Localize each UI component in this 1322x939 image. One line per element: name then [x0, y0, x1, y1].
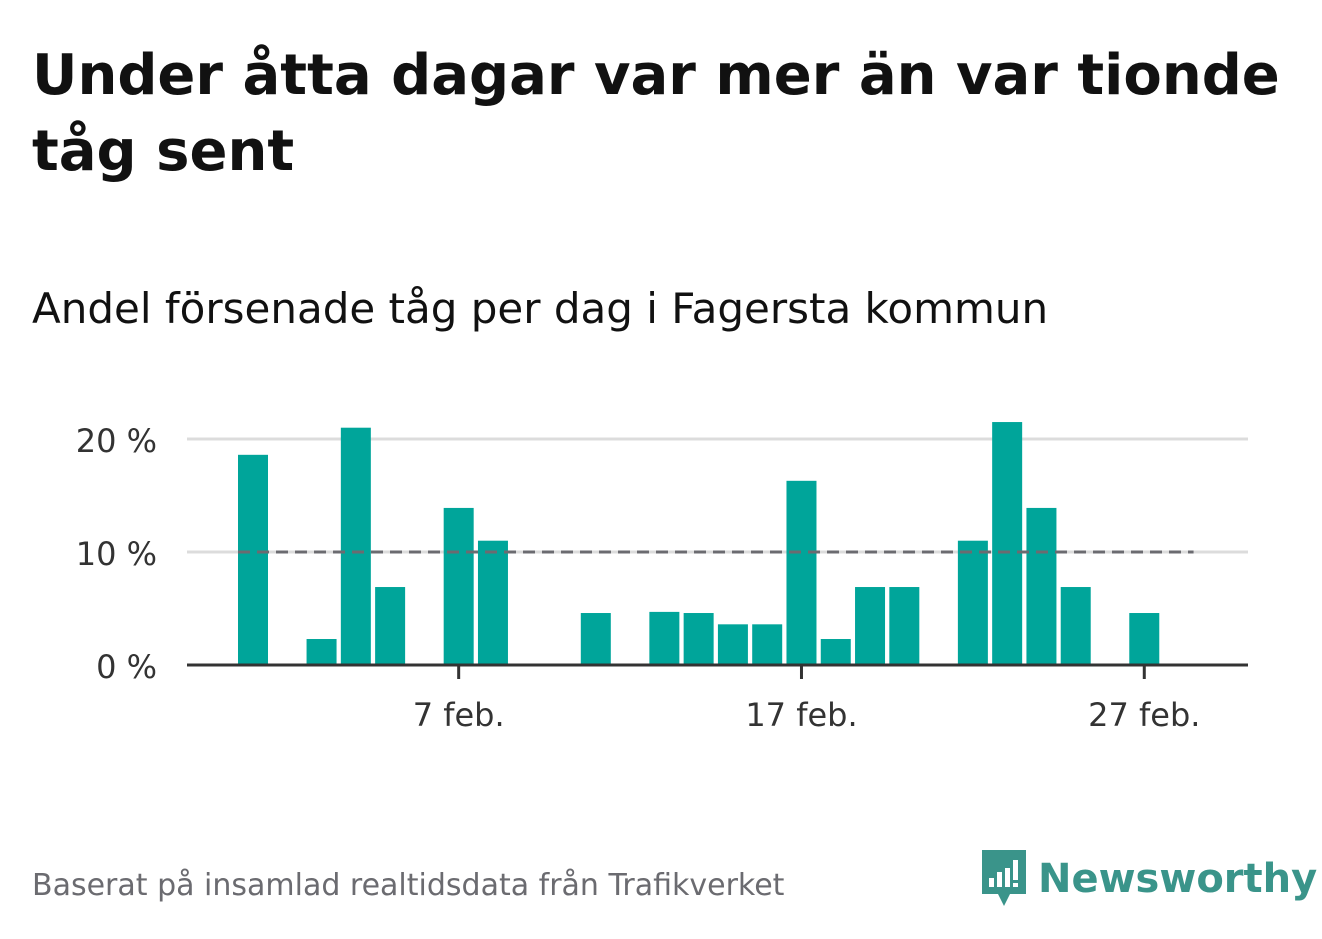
chart-title: Under åtta dagar var mer än var tionde t…	[32, 43, 1280, 184]
bar-chart: 0 % 10 % 20 % 7 feb. 17 feb. 27 feb.	[76, 422, 1248, 734]
bar	[717, 624, 748, 665]
bar	[238, 454, 268, 665]
y-axis-labels: 0 % 10 % 20 %	[76, 422, 157, 686]
y-tick-label: 0 %	[96, 648, 157, 686]
bar	[340, 427, 371, 665]
brand-name: Newsworthy	[1038, 856, 1318, 902]
y-tick-label: 10 %	[76, 535, 157, 573]
bar	[443, 507, 474, 665]
bar	[580, 613, 611, 665]
bar	[1060, 587, 1091, 665]
source-note: Baserat på insamlad realtidsdata från Tr…	[32, 868, 785, 903]
bar	[306, 639, 337, 665]
bar	[1026, 507, 1057, 665]
bar	[375, 587, 406, 665]
brand-logo[interactable]: Newsworthy	[980, 848, 1317, 910]
bar	[1129, 613, 1160, 665]
bars	[238, 422, 1160, 665]
chart-subtitle: Andel försenade tåg per dag i Fagersta k…	[32, 284, 1049, 333]
x-axis: 7 feb. 17 feb. 27 feb.	[187, 663, 1248, 734]
newsworthy-logo-icon	[982, 850, 1026, 906]
y-tick-label: 20 %	[76, 422, 157, 460]
x-tick-label: 7 feb.	[413, 696, 505, 734]
x-tick-label: 27 feb.	[1088, 696, 1200, 734]
bar	[992, 422, 1023, 665]
bar	[649, 611, 680, 665]
bar	[786, 480, 817, 665]
bar	[477, 540, 508, 665]
bar	[889, 587, 920, 665]
bar	[820, 639, 851, 665]
bar	[683, 613, 714, 665]
x-tick-label: 17 feb.	[745, 696, 857, 734]
bar	[957, 540, 988, 665]
bar	[855, 587, 886, 665]
bar	[752, 624, 783, 665]
